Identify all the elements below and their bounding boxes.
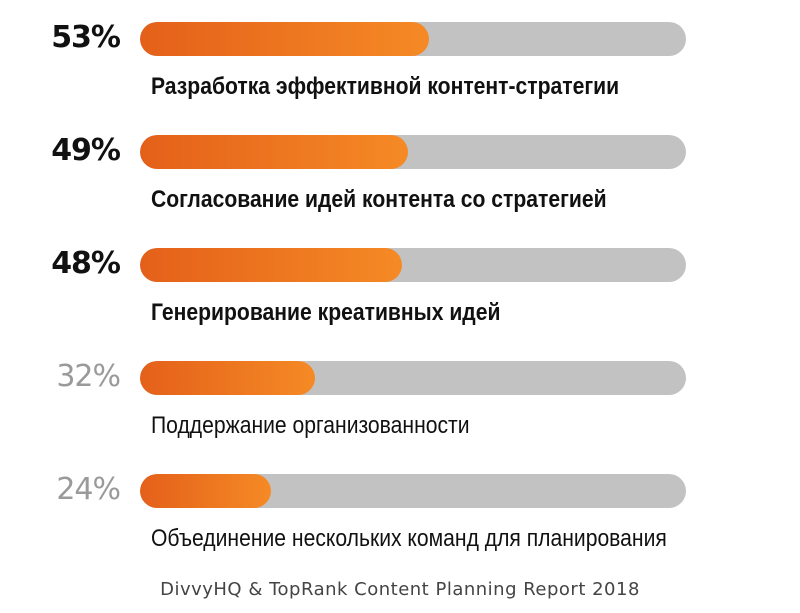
bar-fill [140,474,272,508]
bar-category-label: Согласование идей контента со стратегией [151,186,607,213]
bar-fill [140,248,403,282]
chart-source-caption: DivvyHQ & TopRank Content Planning Repor… [160,579,640,600]
bar-value-label: 48% [51,246,121,281]
bar-category-label: Объединение нескольких команд для планир… [151,525,667,552]
bar-value-label: 24% [56,472,121,507]
bar-row: 53% Разработка эффективной контент-страте… [0,20,800,130]
bar-track [140,22,686,56]
bar-category-label: Поддержание организованности [151,412,470,439]
bar-fill [140,135,408,169]
bar-row: 32% Поддержание организованности [0,359,800,469]
bar-category-label: Разработка эффективной контент-стратегии [151,73,620,100]
bar-fill [140,22,430,56]
bar-track [140,361,686,395]
bar-fill [140,361,315,395]
bar-row: 24% Объединение нескольких команд для пла… [0,472,800,582]
bar-track [140,248,686,282]
bar-category-label: Генерирование креативных идей [151,299,501,326]
bar-value-label: 49% [51,133,121,168]
bar-value-label: 53% [51,20,121,55]
bar-track [140,474,686,508]
bar-value-label: 32% [56,359,121,394]
bar-row: 49% Согласование идей контента со стратег… [0,133,800,243]
bar-track [140,135,686,169]
bar-row: 48% Генерирование креативных идей [0,246,800,356]
